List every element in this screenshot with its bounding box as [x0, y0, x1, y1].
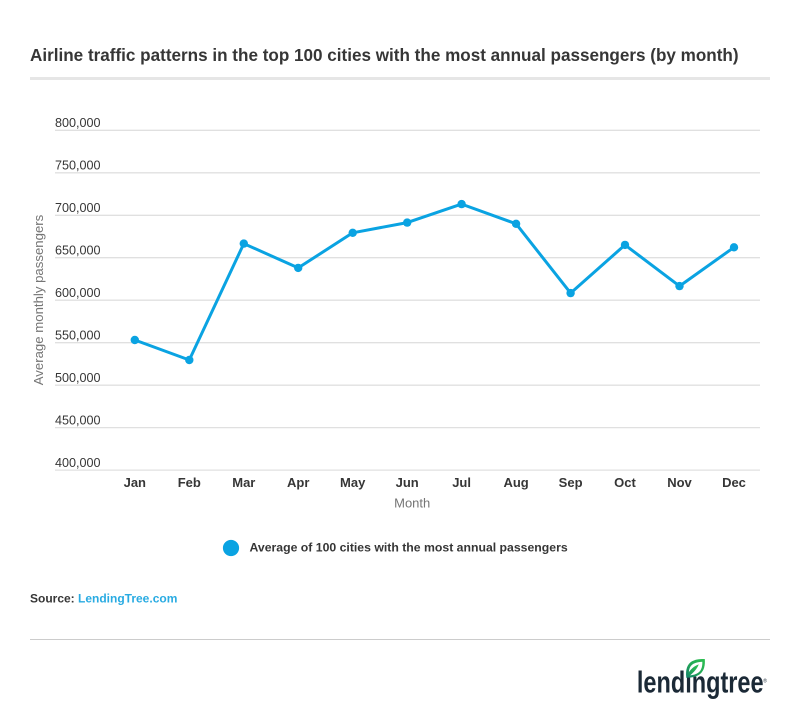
svg-text:800,000: 800,000 — [55, 116, 101, 130]
svg-text:Jun: Jun — [396, 475, 419, 490]
svg-text:Average of 100 cities with the: Average of 100 cities with the most annu… — [250, 541, 568, 555]
svg-text:450,000: 450,000 — [55, 413, 101, 427]
svg-text:700,000: 700,000 — [55, 201, 101, 215]
svg-text:400,000: 400,000 — [55, 456, 101, 470]
svg-text:Average monthly passengers: Average monthly passengers — [31, 214, 46, 385]
svg-text:Month: Month — [394, 496, 430, 511]
svg-text:Feb: Feb — [178, 475, 201, 490]
svg-text:®: ® — [763, 678, 767, 685]
svg-text:Apr: Apr — [287, 475, 309, 490]
svg-text:Jan: Jan — [124, 475, 146, 490]
svg-text:Jul: Jul — [452, 475, 471, 490]
svg-text:May: May — [340, 475, 366, 490]
svg-text:Dec: Dec — [722, 475, 746, 490]
svg-text:Source: LendingTree.com: Source: LendingTree.com — [30, 592, 177, 606]
svg-text:600,000: 600,000 — [55, 286, 101, 300]
svg-text:Sep: Sep — [559, 475, 583, 490]
svg-text:Aug: Aug — [503, 475, 528, 490]
svg-text:650,000: 650,000 — [55, 244, 101, 258]
svg-text:Oct: Oct — [614, 475, 636, 490]
svg-text:750,000: 750,000 — [55, 159, 101, 173]
svg-text:Mar: Mar — [232, 475, 255, 490]
svg-text:500,000: 500,000 — [55, 371, 101, 385]
svg-text:550,000: 550,000 — [55, 329, 101, 343]
svg-text:Nov: Nov — [667, 475, 692, 490]
